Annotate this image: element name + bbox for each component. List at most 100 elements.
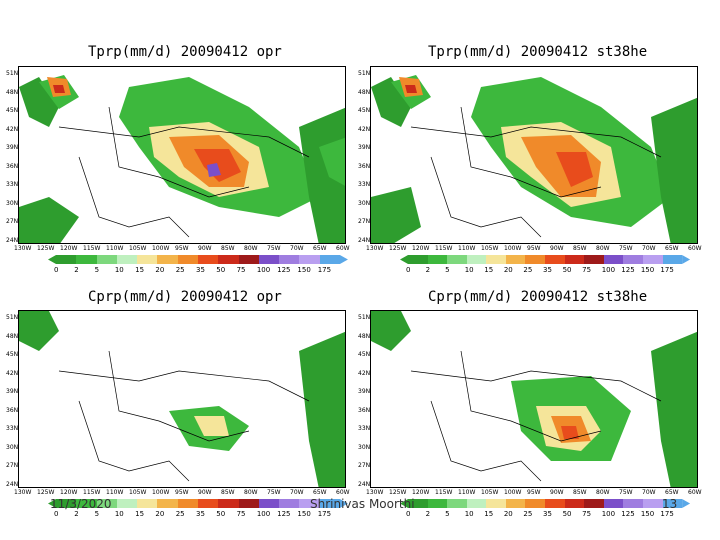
latitude-label: 45N (358, 351, 371, 358)
colorbar-swatch (642, 255, 663, 264)
colorbar-swatch (116, 255, 138, 264)
colorbar-tick-label: 5 (445, 510, 450, 518)
latitude-label: 33N (6, 425, 19, 432)
colorbar-tick-label: 10 (114, 266, 124, 274)
colorbar-tick-label: 125 (621, 510, 635, 518)
longitude-label: 100W (152, 245, 170, 252)
latitude-label: 33N (358, 425, 371, 432)
colorbar-tick-label: 125 (277, 266, 291, 274)
longitude-label: 60W (336, 245, 350, 252)
colorbar-tick-label: 75 (236, 510, 246, 518)
latitude-label: 33N (358, 181, 371, 188)
longitude-label: 80W (596, 245, 610, 252)
colorbar-tick-label: 125 (621, 266, 635, 274)
colorbar-swatch (564, 499, 585, 508)
colorbar-swatch (218, 499, 239, 508)
latitude-label: 36N (6, 406, 19, 414)
colorbar-swatch (447, 499, 467, 508)
latitude-label: 42N (6, 369, 19, 377)
longitude-label: 110W (106, 489, 124, 496)
colorbar-tick-label: 5 (445, 266, 450, 274)
colorbar-tick-label: 15 (484, 510, 494, 518)
colorbar-tick-label: 0 (54, 510, 59, 518)
colorbar-tick-label: 125 (277, 510, 291, 518)
colorbar-swatch (137, 255, 158, 264)
colorbar-swatch (564, 255, 585, 264)
longitude-label: 100W (152, 489, 170, 496)
colorbar-tick-label: 100 (256, 266, 271, 274)
colorbar-tick-label: 150 (297, 266, 311, 274)
colorbar-swatch (177, 499, 198, 508)
latitude-label: 36N (6, 162, 19, 170)
longitude-label: 95W (175, 245, 189, 252)
colorbar-max-arrow (682, 255, 691, 264)
colorbar (48, 255, 348, 264)
longitude-label: 90W (550, 245, 564, 252)
colorbar-swatch (279, 499, 300, 508)
colorbar-swatch (177, 255, 198, 264)
colorbar-swatch (238, 255, 259, 264)
colorbar-tick-label: 175 (660, 266, 674, 274)
panel-title: Cprp(mm/d) 20090412 opr (88, 289, 282, 305)
colorbar-swatch (505, 255, 526, 264)
colorbar-swatch (56, 499, 77, 508)
colorbar (400, 255, 691, 264)
colorbar-swatch (623, 255, 643, 264)
colorbar-swatch (603, 255, 624, 264)
precip-map (18, 66, 346, 244)
colorbar-tick-label: 25 (523, 266, 533, 274)
longitude-label: 80W (596, 489, 610, 496)
colorbar-swatch (427, 499, 448, 508)
footer-author: Shrinivas Moorthi (310, 497, 415, 511)
footer-date: 11/3/2020 (50, 497, 112, 511)
colorbar-tick-label: 150 (640, 266, 655, 274)
latitude-label: 48N (358, 332, 371, 340)
longitude-label: 85W (573, 489, 587, 496)
longitude-label: 70W (290, 245, 304, 252)
colorbar-swatch (76, 255, 97, 264)
colorbar-tick-label: 25 (175, 266, 185, 274)
colorbar-tick-label: 150 (640, 510, 655, 518)
latitude-label: 24N (358, 236, 371, 244)
colorbar-swatch (525, 499, 546, 508)
latitude-label: 24N (6, 480, 19, 488)
longitude-label: 130W (14, 489, 32, 496)
longitude-label: 100W (504, 489, 522, 496)
colorbar-tick-label: 50 (562, 510, 572, 518)
latitude-label: 48N (6, 88, 19, 96)
colorbar-swatch (486, 499, 506, 508)
longitude-label: 100W (504, 245, 522, 252)
longitude-label: 85W (573, 245, 587, 252)
latitude-label: 36N (358, 406, 371, 414)
colorbar-swatch (258, 255, 280, 264)
colorbar-tick-label: 10 (464, 266, 474, 274)
latitude-label: 39N (358, 144, 371, 151)
colorbar-tick-label: 35 (543, 510, 552, 518)
map-graphic (371, 75, 697, 243)
longitude-label: 105W (481, 245, 499, 252)
colorbar-swatch (197, 255, 219, 264)
colorbar-swatch (218, 255, 239, 264)
longitude-label: 120W (60, 489, 78, 496)
longitude-label: 65W (665, 489, 679, 496)
colorbar-swatch (486, 255, 506, 264)
colorbar-swatch (525, 255, 546, 264)
colorbar-tick-label: 0 (54, 266, 59, 274)
colorbar-swatch (408, 255, 428, 264)
longitude-label: 70W (290, 489, 304, 496)
colorbar-tick-label: 175 (660, 510, 674, 518)
latitude-label: 51N (358, 314, 371, 321)
longitude-label: 75W (267, 245, 281, 252)
colorbar-swatch (238, 499, 259, 508)
latitude-label: 42N (6, 125, 19, 133)
colorbar-swatch (662, 499, 683, 508)
longitude-label: 125W (37, 245, 55, 252)
colorbar-tick-label: 50 (562, 266, 572, 274)
colorbar-tick-label: 75 (236, 266, 246, 274)
panel-title: Tprp(mm/d) 20090412 opr (88, 44, 282, 60)
longitude-label: 105W (129, 245, 147, 252)
colorbar-max-arrow (339, 499, 348, 508)
longitude-label: 125W (389, 245, 407, 252)
colorbar-swatch (447, 255, 467, 264)
longitude-label: 85W (221, 245, 235, 252)
